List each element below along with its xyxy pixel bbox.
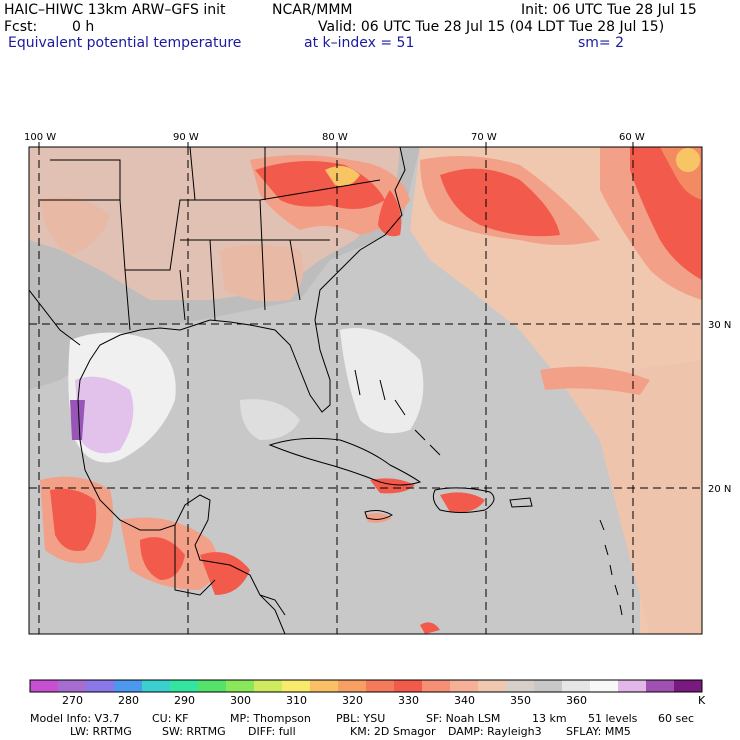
lat-label-30n: 30 N [708,320,731,331]
field-name: Equivalent potential temperature [8,35,242,51]
colorbar-unit: K [698,694,706,707]
colorbar-tick-label: 290 [174,694,195,707]
gulf-purple-spot [70,400,85,440]
salmon-region-east [560,360,702,634]
colorbar-swatch [478,680,507,692]
colorbar-swatch [646,680,675,692]
colorbar-swatch [674,680,703,692]
red-atlantic-core [440,168,560,237]
surface-layer-option: SFLAY: MM5 [566,725,631,738]
colorbar-swatch [366,680,395,692]
level-label: at k–index = 51 [304,35,415,51]
colorbar-swatch [254,680,283,692]
colorbar-tick-label: 320 [342,694,363,707]
init-time: Init: 06 UTC Tue 28 Jul 15 [521,2,697,18]
cumulus-scheme: CU: KF [152,712,189,725]
colorbar-tick-label: 270 [62,694,83,707]
salmon-texas [40,197,110,255]
colorbar-tick-label: 280 [118,694,139,707]
colorbar-tick-label: 330 [398,694,419,707]
lon-ticks [38,142,634,147]
yellow-ne-spot [676,148,700,172]
km-option: KM: 2D Smagor [350,725,436,738]
model-info-line2: LW: RRTMG SW: RRTMG DIFF: full KM: 2D Sm… [70,725,631,738]
colorbar-swatch [394,680,423,692]
colorbar-swatch [338,680,367,692]
red-carolina-coast [378,190,402,237]
colorbar-swatch [170,680,199,692]
colorbar-swatch [198,680,227,692]
colorbar-swatch [310,680,339,692]
forecast-label: Fcst: [4,19,38,35]
lon-label-70w: 70 W [471,132,497,143]
red-mexico-west [50,488,97,551]
vertical-levels: 51 levels [588,712,638,725]
colorbar [29,679,703,693]
lon-label-80w: 80 W [322,132,348,143]
timestep: 60 sec [658,712,695,725]
colorbar-swatch [450,680,479,692]
colorbar-swatch [562,680,591,692]
org-label: NCAR/MMM [272,2,353,18]
colorbar-swatch [86,680,115,692]
colorbar-swatch [506,680,535,692]
lat-label-20n: 20 N [708,484,731,495]
salmon-southeast [220,245,304,302]
colorbar-swatch [142,680,171,692]
salmon-region-atlantic [410,147,702,634]
pbl-scheme: PBL: YSU [336,712,386,725]
colorbar-swatch [58,680,87,692]
longwave-scheme: LW: RRTMG [70,725,132,738]
lon-label-100w: 100 W [24,132,56,143]
lon-label-90w: 90 W [173,132,199,143]
damping-option: DAMP: Rayleigh3 [448,725,542,738]
colorbar-swatch [30,680,59,692]
colorbar-swatch [114,680,143,692]
red-honduras [200,552,250,595]
salmon-band [540,366,650,395]
colorbar-swatch [226,680,255,692]
bahamas-light-area [340,328,424,434]
colorbar-tick-label: 350 [510,694,531,707]
map-frame [28,146,703,635]
red-hispaniola [440,492,485,513]
surface-scheme: SF: Noah LSM [426,712,501,725]
lon-label-60w: 60 W [619,132,645,143]
colorbar-swatch [534,680,563,692]
yellow-midatlantic [325,166,360,187]
colorbar-swatch [282,680,311,692]
caribbean-light-area [240,399,300,440]
smoothing-label: sm= 2 [578,35,625,51]
microphysics-scheme: MP: Thompson [230,712,311,725]
lat-lon-grid [29,147,702,634]
map-field [29,147,702,634]
colorbar-frame [29,679,703,693]
salmon-jamaica [365,513,392,523]
red-guatemala [140,537,185,580]
colorbar-tick-label: 340 [454,694,475,707]
red-south-caribbean [420,622,440,634]
gulf-lavender-area [75,376,134,454]
model-version: Model Info: V3.7 [30,712,120,725]
shortwave-scheme: SW: RRTMG [162,725,226,738]
colorbar-swatch [618,680,647,692]
grid-spacing: 13 km [532,712,567,725]
colorbar-tick-label: 310 [286,694,307,707]
model-title: HAIC–HIWC 13km ARW–GFS init [4,2,226,18]
valid-time: Valid: 06 UTC Tue 28 Jul 15 (04 LDT Tue … [318,19,665,35]
diffusion-option: DIFF: full [248,725,296,738]
colorbar-swatch [590,680,619,692]
colorbar-tick-label: 300 [230,694,251,707]
model-info-line1: Model Info: V3.7 CU: KF MP: Thompson PBL… [30,712,694,725]
colorbar-tick-label: 360 [566,694,587,707]
forecast-hour: 0 h [72,19,95,35]
coastlines [29,147,623,634]
colorbar-swatch [422,680,451,692]
